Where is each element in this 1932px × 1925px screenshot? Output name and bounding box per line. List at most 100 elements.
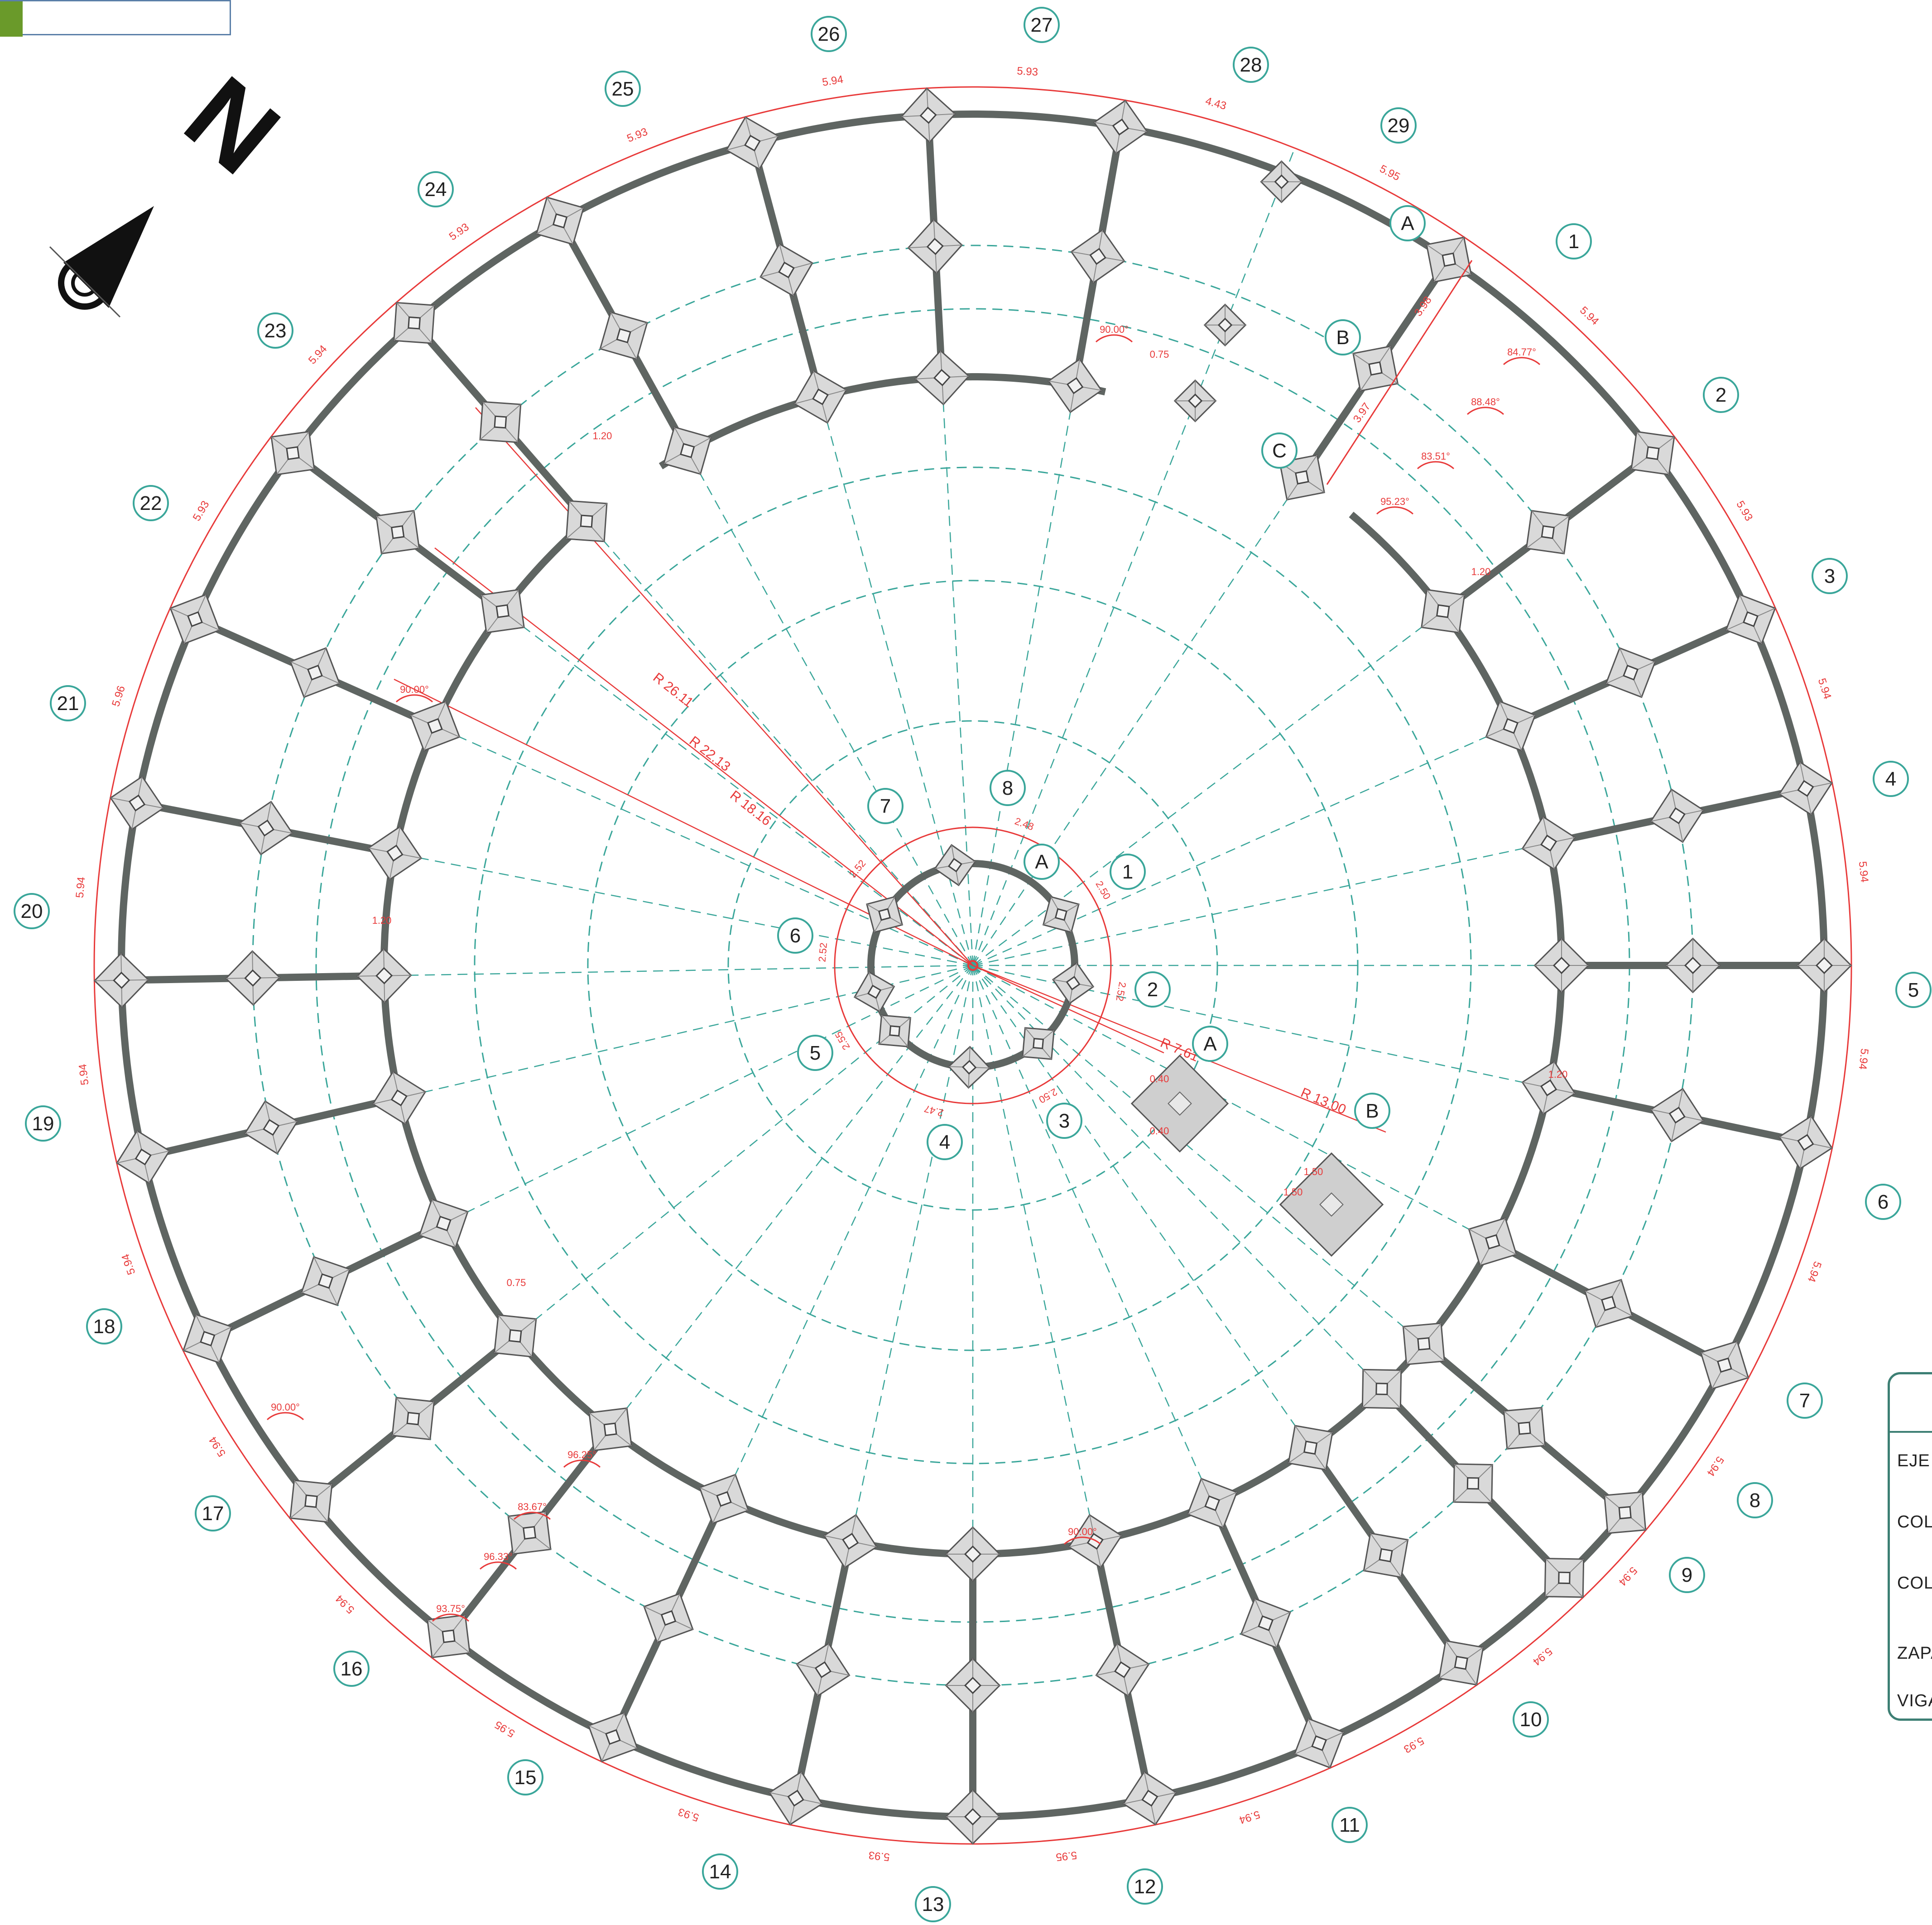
outer-axis-label-bubble — [1737, 1482, 1773, 1518]
outer-dimension-text: 5.94 — [1805, 1260, 1824, 1284]
inner-axis-label-text: 6 — [790, 925, 801, 947]
inner-axis-label-bubble — [927, 1124, 963, 1160]
column — [375, 510, 420, 555]
color-swatch — [0, 1, 23, 37]
outer-dimension-text: 5.95 — [493, 1718, 517, 1739]
column — [1503, 1407, 1546, 1450]
column — [1700, 1340, 1749, 1390]
footing-axis-label-text: B — [1365, 1100, 1379, 1122]
outer-axis-label-text: 21 — [57, 692, 79, 715]
column — [289, 647, 341, 698]
outer-axis-label-bubble — [25, 1105, 61, 1142]
legend-row-axis: EJE D — [1897, 1451, 1932, 1470]
footing-axis-label-bubble — [1354, 1093, 1390, 1129]
core-dimension-text: 2.48 — [1013, 815, 1035, 832]
angle-text: 90.00° — [1068, 1526, 1097, 1537]
column-dimension-text: 1.20 — [372, 915, 392, 926]
title-box — [0, 0, 231, 37]
angle-arc — [514, 1512, 551, 1520]
inner-axis-label-text: 7 — [880, 795, 891, 817]
column — [1534, 938, 1589, 993]
column — [599, 311, 648, 360]
column-dimension-text: 1.20 — [1548, 1069, 1568, 1080]
outer-axis-label-bubble — [1513, 1701, 1549, 1738]
column — [1438, 1640, 1484, 1686]
column — [588, 1712, 638, 1762]
column — [1095, 1642, 1150, 1697]
column — [1468, 1217, 1517, 1267]
legend-box: EJE D COLU COLU ZAPA VIGA — [1888, 1372, 1932, 1721]
footing-axis-label-bubble — [1192, 1026, 1228, 1062]
column — [270, 431, 315, 475]
inner-axis-label-text: 5 — [810, 1042, 821, 1064]
column — [480, 589, 525, 634]
core-dimension-text: 2.50 — [1037, 1086, 1059, 1105]
column — [1293, 1718, 1345, 1769]
outer-dimension-text: 5.94 — [74, 876, 88, 898]
outer-dimension-text: 5.94 — [333, 1592, 357, 1616]
column-dimension-text: 0.75 — [507, 1277, 526, 1288]
angle-arc — [1467, 407, 1504, 415]
core-axis-label-text: A — [1035, 851, 1048, 873]
column — [643, 1593, 694, 1643]
column-dimension-text: 0.75 — [1150, 349, 1169, 360]
column — [1725, 594, 1776, 645]
angle-text: 83.51° — [1421, 451, 1450, 462]
radius-label: R 13.00 — [1298, 1085, 1348, 1117]
angle-arc — [1503, 357, 1540, 365]
column — [1778, 1115, 1833, 1170]
angle-arc — [396, 694, 433, 703]
angle-text: 83.67° — [518, 1501, 547, 1512]
outer-axis-label-text: 16 — [341, 1658, 363, 1680]
outer-axis-label-text: 6 — [1878, 1191, 1889, 1213]
column — [1361, 1368, 1402, 1409]
core-axis-label-bubble — [1024, 844, 1060, 880]
column — [1544, 1558, 1585, 1598]
outer-axis-label-bubble — [811, 16, 847, 52]
outer-axis-label-text: 10 — [1520, 1709, 1542, 1731]
column — [1650, 788, 1704, 843]
outer-axis-label-bubble — [1895, 972, 1932, 1008]
column — [409, 701, 461, 752]
column — [356, 948, 412, 1003]
column — [1187, 1478, 1238, 1529]
column — [1584, 1279, 1633, 1328]
inner-dimension-arc — [834, 826, 1112, 1104]
outer-axis-label-bubble — [1233, 47, 1269, 83]
outer-axis-label-text: 22 — [140, 492, 162, 514]
column — [1797, 938, 1852, 993]
angle-text: 96.33° — [484, 1551, 513, 1562]
footing-core — [1168, 1091, 1192, 1116]
center-mark — [967, 960, 978, 971]
radius-label: R 26.11 — [650, 670, 696, 710]
north-letter: N — [163, 53, 302, 197]
column — [427, 1614, 471, 1658]
legend-row-column-2: COLU — [1897, 1574, 1932, 1593]
column — [479, 401, 522, 443]
outer-dimension-text: 4.43 — [1204, 95, 1228, 112]
outer-axis-label-bubble — [1556, 223, 1592, 259]
footing-axis-label-text: A — [1203, 1033, 1217, 1055]
radius-label: R 18.16 — [727, 788, 774, 829]
core-column — [948, 1046, 990, 1089]
core-column — [1022, 1027, 1055, 1060]
inner-axis-label-text: 8 — [1002, 777, 1013, 799]
column — [1071, 229, 1125, 284]
angle-arc — [480, 1561, 517, 1570]
inner-axis-label-text: 4 — [939, 1131, 950, 1153]
outer-dimension-text: 5.95 — [1378, 163, 1402, 183]
angle-text: 84.77° — [1507, 346, 1536, 358]
legend-header — [1890, 1374, 1932, 1433]
column-dimension-text: 1.50 — [1304, 1166, 1323, 1177]
ring-axis-label-text: A — [1401, 212, 1414, 235]
column — [726, 116, 779, 170]
angle-text: 95.23° — [1380, 496, 1409, 507]
outer-axis-label-text: 29 — [1388, 115, 1410, 137]
column-dimension-text: 0.40 — [1150, 1125, 1169, 1137]
column — [1288, 1425, 1333, 1471]
north-arrow: N — [49, 53, 302, 318]
outer-axis-label-text: 13 — [922, 1893, 944, 1915]
outer-axis-label-bubble — [418, 171, 454, 207]
outer-dimension-text: 5.94 — [207, 1435, 228, 1459]
outer-dimension-text: 5.96 — [110, 684, 128, 708]
